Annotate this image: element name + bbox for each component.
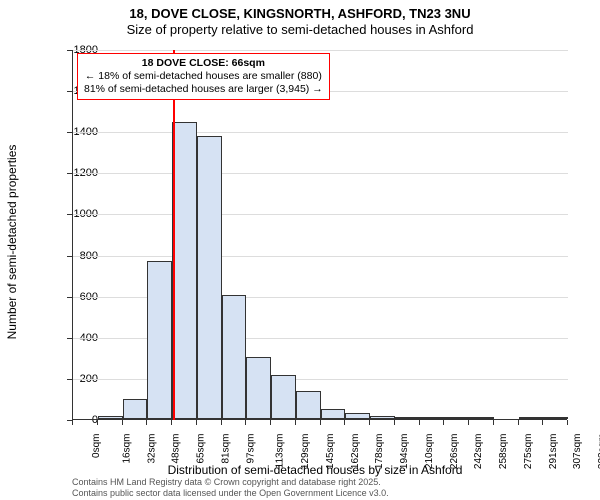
histogram-bar: [197, 136, 222, 419]
histogram-bar: [395, 417, 420, 419]
histogram-bar: [172, 122, 197, 419]
histogram-bar: [271, 375, 296, 419]
histogram-bar: [543, 417, 568, 419]
x-tick-label: 0sqm: [91, 434, 102, 458]
property-marker-line: [173, 50, 175, 420]
plot-area: 18 DOVE CLOSE: 66sqm ← 18% of semi-detac…: [72, 50, 567, 420]
callout-box: 18 DOVE CLOSE: 66sqm ← 18% of semi-detac…: [77, 53, 330, 100]
histogram-bar: [444, 417, 469, 419]
callout-title: 18 DOVE CLOSE: 66sqm: [84, 57, 323, 70]
histogram-bar: [321, 409, 346, 419]
footer-line1: Contains HM Land Registry data © Crown c…: [72, 477, 389, 487]
x-tick-label: 81sqm: [220, 434, 231, 464]
x-tick-label: 97sqm: [245, 434, 256, 464]
chart-title: 18, DOVE CLOSE, KINGSNORTH, ASHFORD, TN2…: [0, 0, 600, 39]
chart-footer: Contains HM Land Registry data © Crown c…: [72, 477, 389, 498]
x-axis-label: Distribution of semi-detached houses by …: [0, 463, 600, 477]
histogram-bar: [123, 399, 148, 419]
histogram-bar: [370, 416, 395, 419]
x-tick-label: 65sqm: [196, 434, 207, 464]
histogram-bar: [420, 417, 445, 419]
title-address: 18, DOVE CLOSE, KINGSNORTH, ASHFORD, TN2…: [0, 6, 600, 22]
histogram-bar: [519, 417, 544, 419]
title-subtitle: Size of property relative to semi-detach…: [0, 22, 600, 38]
x-tick-label: 16sqm: [121, 434, 132, 464]
histogram-bar: [469, 417, 494, 419]
footer-line2: Contains public sector data licensed und…: [72, 488, 389, 498]
x-tick-label: 48sqm: [171, 434, 182, 464]
histogram-bar: [147, 261, 172, 419]
callout-larger: 81% of semi-detached houses are larger (…: [84, 83, 323, 96]
x-tick-label: 32sqm: [146, 434, 157, 464]
callout-smaller: ← 18% of semi-detached houses are smalle…: [84, 70, 323, 83]
histogram-bar: [345, 413, 370, 419]
histogram-bar: [98, 416, 123, 419]
histogram-bar: [222, 295, 247, 419]
histogram-bar: [246, 357, 271, 419]
histogram-bar: [296, 391, 321, 419]
histogram-chart: 18, DOVE CLOSE, KINGSNORTH, ASHFORD, TN2…: [0, 0, 600, 500]
